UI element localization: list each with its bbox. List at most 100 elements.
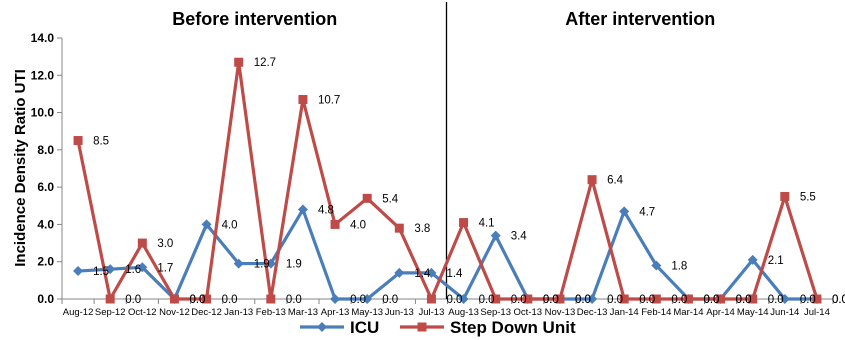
- x-tick-label: Nov-13: [545, 307, 576, 318]
- data-label: 0.0: [607, 294, 623, 306]
- series-line: [76, 60, 819, 301]
- series-icu: [73, 204, 822, 304]
- x-tick-label: Apr-14: [706, 307, 735, 318]
- x-tick-label: Aug-13: [448, 307, 479, 318]
- y-axis-label: Incidence Density Ratio UTI: [12, 69, 29, 267]
- point-marker: [105, 294, 115, 304]
- legend-label: Step Down Unit: [450, 318, 576, 337]
- point-marker: [490, 230, 501, 241]
- data-label: 0.0: [543, 294, 559, 306]
- data-label: 0.0: [639, 294, 655, 306]
- data-label: 2.1: [768, 255, 784, 267]
- point-marker: [73, 136, 83, 146]
- legend-item-icu: ICU: [300, 318, 379, 337]
- point-marker: [362, 193, 372, 203]
- data-label: 1.7: [157, 262, 173, 274]
- y-tick-label: 6.0: [37, 180, 54, 194]
- data-label: 6.4: [607, 175, 624, 187]
- point-marker: [265, 258, 276, 269]
- x-tick-label: May-13: [351, 307, 383, 318]
- data-label: 1.4: [414, 268, 431, 280]
- point-marker: [266, 294, 276, 304]
- y-tick-label: 0.0: [37, 292, 54, 306]
- data-label: 0.0: [511, 294, 527, 306]
- data-label: 3.4: [511, 231, 528, 243]
- point-marker: [330, 294, 341, 304]
- point-marker: [137, 238, 147, 248]
- data-label: 1.5: [93, 266, 109, 278]
- point-marker: [523, 294, 533, 304]
- data-label: 4.8: [318, 205, 334, 217]
- point-marker: [779, 294, 790, 304]
- x-tick-label: Oct-12: [128, 307, 157, 318]
- x-tick-label: Sep-13: [480, 307, 511, 318]
- data-label: 0.0: [832, 294, 845, 306]
- series-step-down-unit: [73, 57, 822, 304]
- data-label: 0.0: [189, 294, 205, 306]
- data-label: 0.0: [575, 294, 591, 306]
- x-tick-label: Oct-13: [514, 307, 543, 318]
- point-marker: [587, 175, 597, 185]
- data-label: 4.0: [350, 219, 366, 231]
- data-label: 0.0: [575, 294, 591, 306]
- data-label: 5.5: [800, 191, 816, 203]
- data-label: 10.7: [318, 95, 340, 107]
- section-label: Before intervention: [172, 9, 337, 29]
- y-tick-label: 2.0: [37, 255, 54, 269]
- data-label: 0.0: [189, 294, 205, 306]
- point-marker: [651, 260, 662, 271]
- section-label: After intervention: [565, 9, 715, 29]
- data-label: 0.0: [382, 294, 398, 306]
- data-label: 1.8: [671, 260, 687, 272]
- point-marker: [651, 294, 661, 304]
- x-tick-label: Jan-14: [610, 307, 639, 318]
- x-tick-label: Jan-13: [224, 307, 253, 318]
- point-marker: [459, 218, 469, 228]
- point-marker: [716, 294, 726, 304]
- legend-label: ICU: [350, 318, 379, 337]
- point-marker: [619, 206, 630, 217]
- x-tick-label: Jul-13: [419, 307, 445, 318]
- data-label: 5.4: [382, 193, 399, 205]
- point-marker: [426, 294, 436, 304]
- point-marker: [491, 294, 501, 304]
- x-tick-label: May-14: [737, 307, 769, 318]
- data-label: 0.0: [703, 294, 719, 306]
- section-labels: Before intervention After intervention: [172, 9, 715, 29]
- legend-swatch-marker: [417, 322, 427, 332]
- legend-item-step-down-unit: Step Down Unit: [400, 318, 576, 337]
- x-tick-label: Apr-13: [321, 307, 350, 318]
- point-marker: [330, 219, 340, 229]
- x-tick-label: Mar-14: [673, 307, 703, 318]
- data-label: 8.5: [93, 136, 109, 148]
- data-label: 0.0: [671, 294, 687, 306]
- data-label: 3.0: [157, 238, 173, 250]
- x-tick-label: Jun-13: [385, 307, 414, 318]
- point-marker: [297, 204, 308, 215]
- point-marker: [362, 294, 373, 304]
- point-marker: [234, 57, 244, 67]
- data-label: 1.9: [254, 259, 270, 271]
- x-tick-label: Dec-12: [191, 307, 222, 318]
- point-marker: [105, 264, 116, 275]
- point-marker: [555, 294, 565, 304]
- data-label: 0.0: [446, 294, 462, 306]
- point-marker: [426, 267, 437, 278]
- series-line: [77, 207, 817, 301]
- data-label: 4.1: [479, 218, 495, 230]
- x-tick-label: Jul-14: [804, 307, 830, 318]
- point-marker: [73, 266, 84, 277]
- data-label: 0.0: [286, 294, 302, 306]
- data-label: 3.8: [414, 223, 430, 235]
- data-label: 1.4: [446, 268, 463, 280]
- point-marker: [587, 294, 598, 304]
- point-marker: [298, 95, 308, 105]
- y-tick-label: 10.0: [31, 106, 55, 120]
- point-marker: [233, 258, 244, 269]
- data-label: 0.0: [703, 294, 719, 306]
- data-labels: 1.5 1.6 1.7 0.0 4.0 1.9 1.9 4.8 0.0 0.0 1.4 1.4 0.0 3…: [93, 57, 845, 306]
- point-marker: [201, 219, 212, 230]
- legend: ICU Step Down Unit: [300, 318, 576, 337]
